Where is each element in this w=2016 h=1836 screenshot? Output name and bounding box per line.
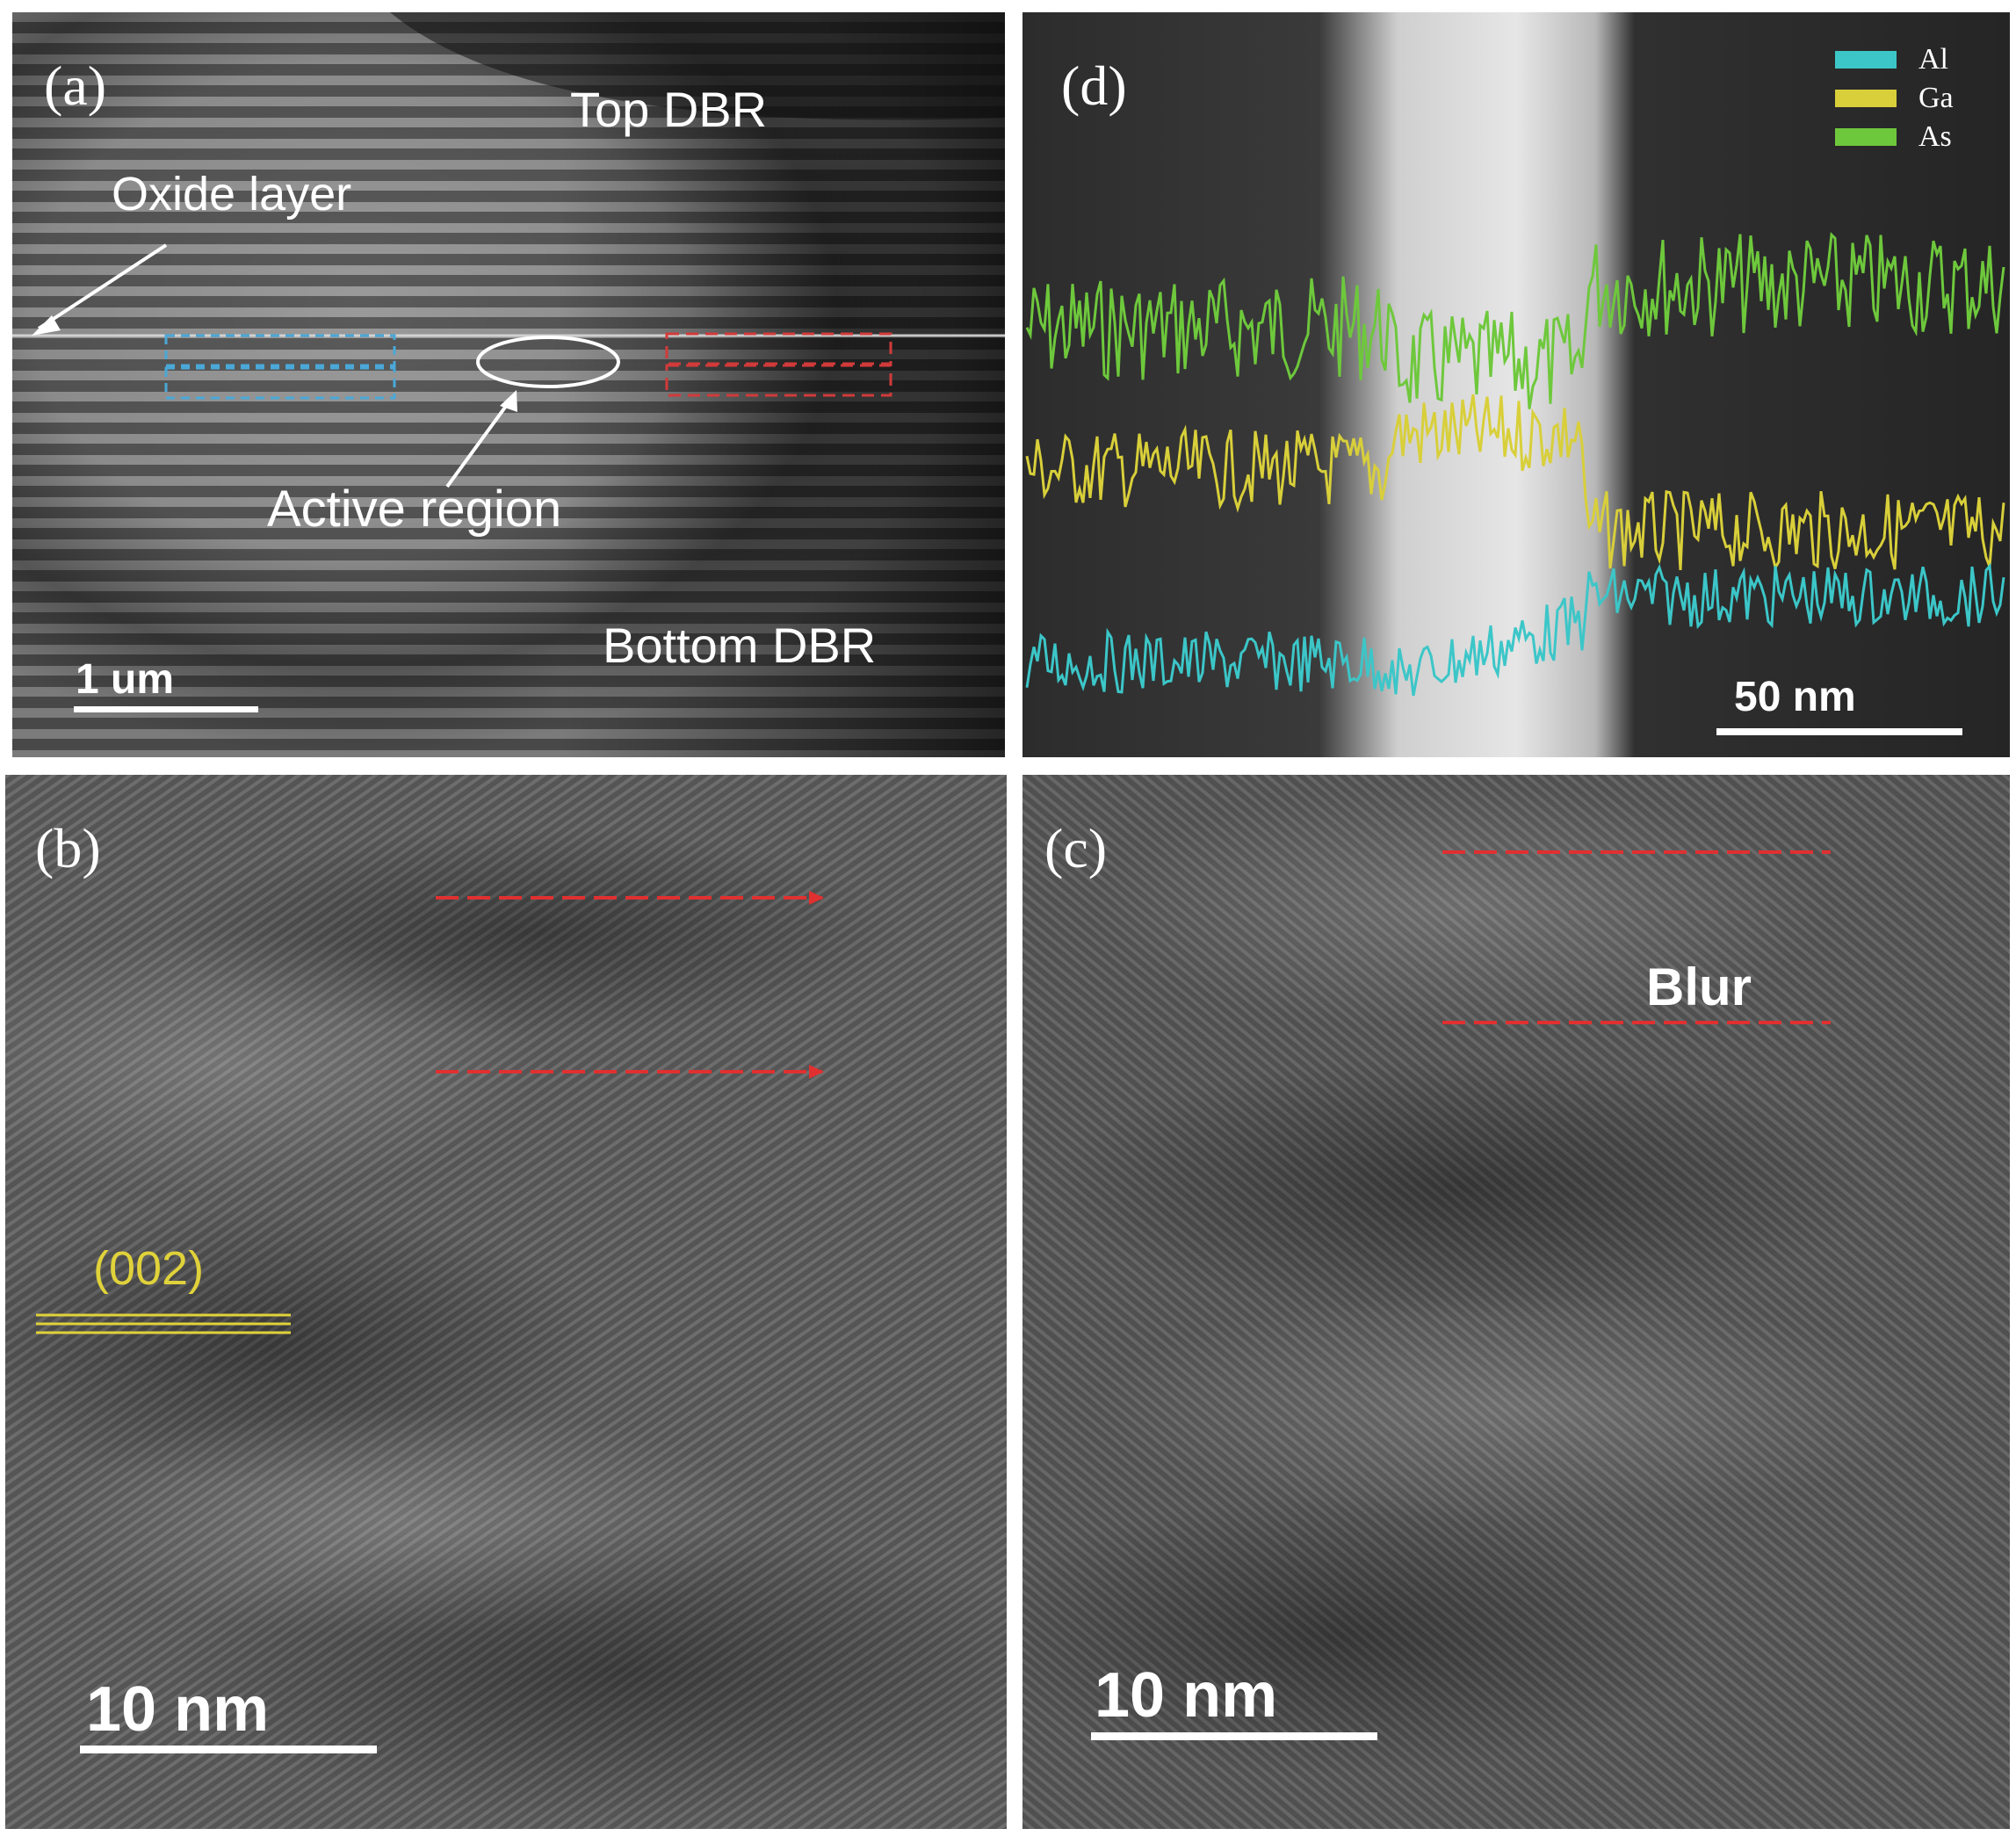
panel-label: (d): [1061, 54, 1127, 117]
panel-b-hrtem-image: (002) (b) 10 nm: [5, 775, 1007, 1829]
scale-bar-label: 50 nm: [1734, 674, 1856, 720]
legend-swatch-ga: [1835, 90, 1897, 107]
al-signal-line: [1025, 562, 2005, 697]
lattice-plane-label: (002): [93, 1242, 204, 1295]
scale-bar-line: [1091, 1732, 1377, 1740]
scale-bar-line: [74, 706, 258, 712]
panel-a-sem-image: (a) Top DBR Oxide layer Active region Bo…: [12, 12, 1005, 757]
ga-signal-line: [1025, 394, 2005, 572]
panel-d-eds-linescan: Al Ga As (d) 50 nm: [1022, 12, 2010, 757]
bottom-dbr-label: Bottom DBR: [603, 618, 876, 673]
legend-label-al: Al: [1918, 43, 1948, 76]
blue-dashed-box: [164, 334, 396, 400]
panel-c-hrtem-image: Blur (c) 10 nm: [1022, 775, 2010, 1829]
scale-bar-label: 1 um: [76, 656, 174, 703]
blur-label: Blur: [1646, 958, 1752, 1016]
lattice-plane-marker: [36, 1313, 291, 1334]
active-region-arrow: [445, 397, 513, 488]
top-dbr-label: Top DBR: [570, 82, 767, 137]
panel-label: (b): [35, 817, 101, 879]
legend-swatch-al: [1835, 51, 1897, 69]
oxide-layer-label: Oxide layer: [112, 168, 351, 220]
legend-label-as: As: [1918, 120, 1952, 153]
legend-swatch-as: [1835, 128, 1897, 146]
panel-label: (c): [1044, 817, 1107, 879]
oxide-layer-arrow: [37, 243, 168, 330]
red-dashed-line: [1442, 850, 1831, 1024]
active-region-label: Active region: [267, 481, 561, 538]
scale-bar-label: 10 nm: [86, 1674, 269, 1745]
panel-label: (a): [44, 54, 106, 117]
scale-bar-line: [80, 1746, 377, 1753]
scale-bar-line: [1716, 728, 1962, 735]
active-region-ellipse: [476, 336, 620, 388]
as-signal-line: [1025, 232, 2005, 409]
legend-label-ga: Ga: [1918, 82, 1954, 114]
scale-bar-label: 10 nm: [1095, 1660, 1277, 1731]
red-dashed-box: [665, 332, 892, 397]
legend: Al Ga As: [1835, 43, 1954, 153]
red-dashed-line: [436, 896, 822, 1073]
